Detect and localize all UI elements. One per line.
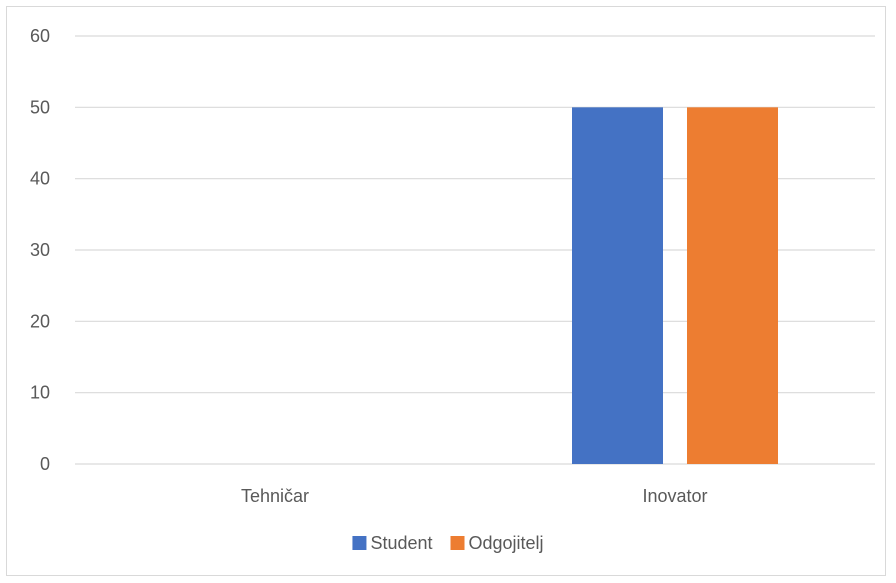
- x-axis-ticks: Tehničar Inovator: [241, 486, 708, 506]
- y-tick-label: 20: [30, 311, 50, 331]
- y-tick-label: 30: [30, 240, 50, 260]
- legend: Student Odgojitelj: [352, 533, 544, 553]
- y-tick-label: 10: [30, 383, 50, 403]
- legend-swatch-student: [352, 536, 367, 550]
- bars: [572, 107, 778, 464]
- bar-student-1: [572, 107, 663, 464]
- legend-label-odgojitelj: Odgojitelj: [469, 533, 544, 553]
- y-tick-label: 40: [30, 169, 50, 189]
- x-tick-label: Tehničar: [241, 486, 309, 506]
- x-tick-label: Inovator: [642, 486, 707, 506]
- y-tick-label: 0: [40, 454, 50, 474]
- legend-swatch-odgojitelj: [450, 536, 465, 550]
- legend-label-student: Student: [370, 533, 432, 553]
- y-tick-label: 50: [30, 97, 50, 117]
- y-axis-ticks: 0 10 20 30 40 50 60: [30, 26, 50, 474]
- y-tick-label: 60: [30, 26, 50, 46]
- bar-odgojitelj-1: [687, 107, 778, 464]
